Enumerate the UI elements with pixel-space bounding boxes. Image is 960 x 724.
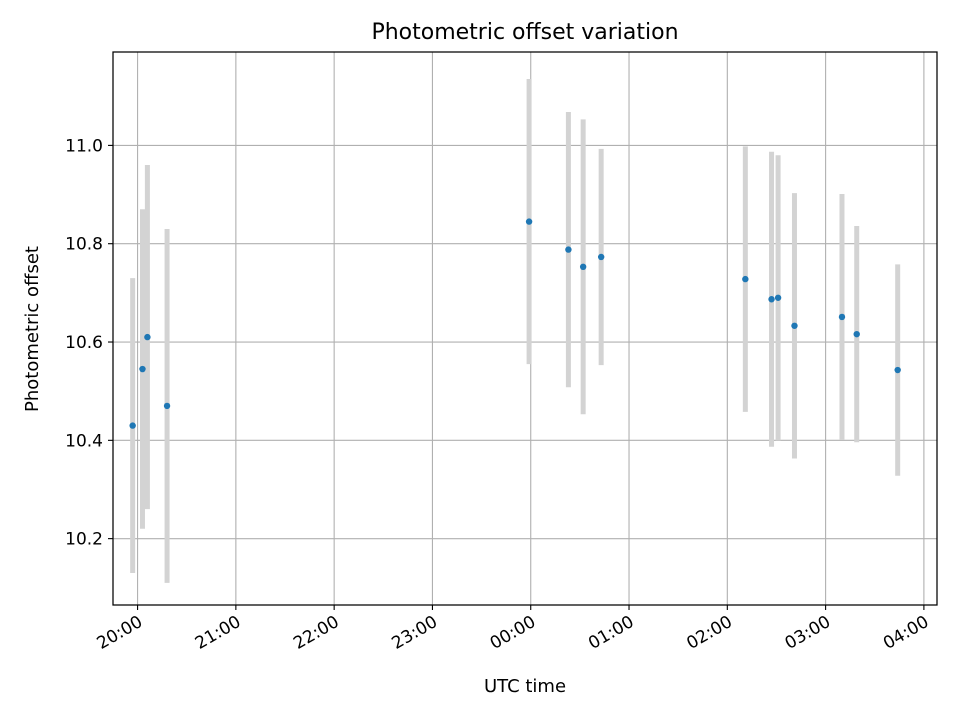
x-axis-label: UTC time <box>484 676 566 697</box>
point-layer <box>129 218 901 429</box>
axes-frame <box>112 51 938 606</box>
data-point <box>579 263 587 271</box>
y-tick-label: 10.6 <box>65 333 103 353</box>
data-point <box>525 218 533 225</box>
y-tick-label: 10.4 <box>65 431 103 451</box>
y-tick-label: 11.0 <box>65 136 103 156</box>
y-axis-label: Photometric offset <box>22 246 43 412</box>
data-point <box>791 322 798 329</box>
data-point <box>565 246 572 253</box>
grid-layer <box>113 52 937 605</box>
data-point <box>144 333 151 341</box>
data-point <box>853 330 860 338</box>
data-point <box>163 402 171 410</box>
data-point <box>597 253 605 261</box>
data-point <box>894 366 901 374</box>
data-point <box>139 365 146 373</box>
chart-title: Photometric offset variation <box>371 20 678 45</box>
y-tick-label: 10.2 <box>65 530 103 550</box>
data-point <box>774 294 782 301</box>
data-point <box>129 422 136 429</box>
data-point <box>742 275 749 283</box>
data-point <box>838 313 846 321</box>
data-point <box>768 296 775 303</box>
y-tick-label: 10.8 <box>65 235 103 255</box>
